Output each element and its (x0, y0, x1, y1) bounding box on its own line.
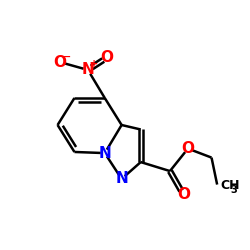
Text: N: N (98, 146, 111, 160)
Text: O: O (53, 54, 66, 70)
Text: −: − (62, 52, 71, 62)
Text: +: + (90, 59, 98, 69)
Text: O: O (100, 50, 114, 65)
Text: CH: CH (220, 179, 240, 192)
Text: O: O (177, 187, 190, 202)
Text: N: N (82, 62, 94, 78)
Text: O: O (182, 141, 194, 156)
Text: N: N (115, 172, 128, 186)
Text: 3: 3 (230, 184, 237, 194)
